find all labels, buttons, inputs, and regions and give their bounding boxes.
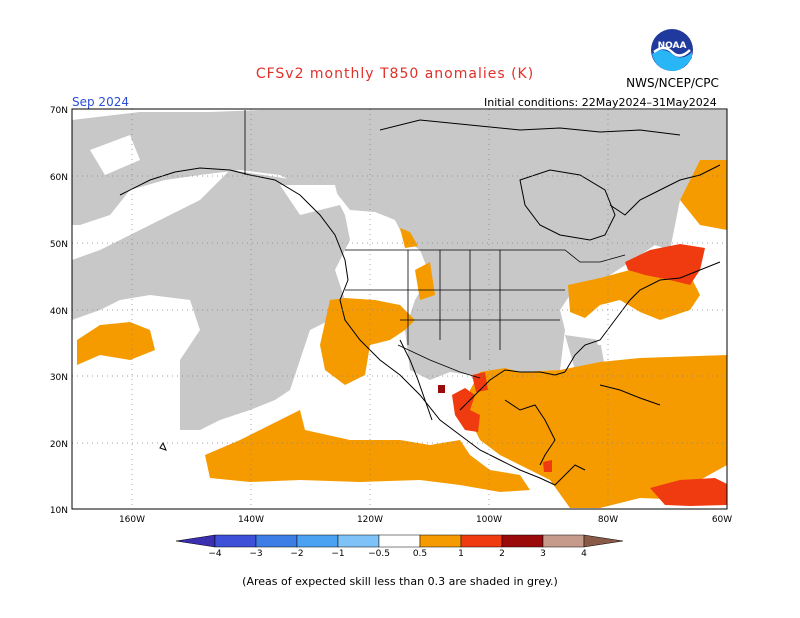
colorbar-label: 3 <box>540 549 546 559</box>
lat-label: 40N <box>50 307 68 317</box>
lat-label: 50N <box>50 240 68 250</box>
colorbar-segment <box>460 534 503 548</box>
colorbar-segment <box>378 534 421 548</box>
lon-label: 100W <box>476 515 502 525</box>
colorbar <box>175 534 624 548</box>
lon-label: 160W <box>119 515 145 525</box>
skill-footnote: (Areas of expected skill less than 0.3 a… <box>242 575 558 588</box>
colorbar-label: −0.5 <box>368 549 390 559</box>
warm-anomaly-05-1 <box>77 160 727 508</box>
lat-label: 20N <box>50 440 68 450</box>
lat-label: 30N <box>50 373 68 383</box>
colorbar-segment <box>214 534 257 548</box>
warm-anomaly-1-2 <box>452 244 727 506</box>
low-skill-regions <box>72 110 727 430</box>
noaa-logo-text: NOAA <box>658 41 687 51</box>
lon-label: 60W <box>712 515 732 525</box>
colorbar-label: −2 <box>290 549 303 559</box>
coastlines <box>119 119 721 486</box>
lat-label: 10N <box>50 506 68 516</box>
colorbar-segment <box>542 534 585 548</box>
colorbar-segment <box>255 534 298 548</box>
map-frame <box>71 108 728 510</box>
colorbar-arrow-high <box>583 534 624 548</box>
colorbar-label: 2 <box>499 549 505 559</box>
colorbar-label: 1 <box>458 549 464 559</box>
noaa-logo: NOAA <box>651 29 693 72</box>
colorbar-segment <box>337 534 380 548</box>
colorbar-segment <box>419 534 462 548</box>
lon-label: 80W <box>598 515 618 525</box>
colorbar-label: 0.5 <box>413 549 427 559</box>
colorbar-label: −4 <box>208 549 222 559</box>
lat-label: 70N <box>50 106 68 116</box>
colorbar-segment <box>501 534 544 548</box>
colorbar-segment <box>296 534 339 548</box>
lon-label: 120W <box>357 515 383 525</box>
graticule <box>72 109 727 509</box>
colorbar-arrow-low <box>175 534 216 548</box>
colorbar-label: 4 <box>581 549 587 559</box>
agency-label: NWS/NCEP/CPC <box>626 76 719 90</box>
warm-anomaly-2-3 <box>438 385 445 393</box>
initial-conditions: Initial conditions: 22May2024–31May2024 <box>484 96 717 109</box>
forecast-period: Sep 2024 <box>72 95 129 109</box>
colorbar-label: −1 <box>331 549 344 559</box>
map-title: CFSv2 monthly T850 anomalies (K) <box>255 66 535 82</box>
colorbar-label: −3 <box>249 549 262 559</box>
lon-label: 140W <box>238 515 264 525</box>
lat-label: 60N <box>50 173 68 183</box>
